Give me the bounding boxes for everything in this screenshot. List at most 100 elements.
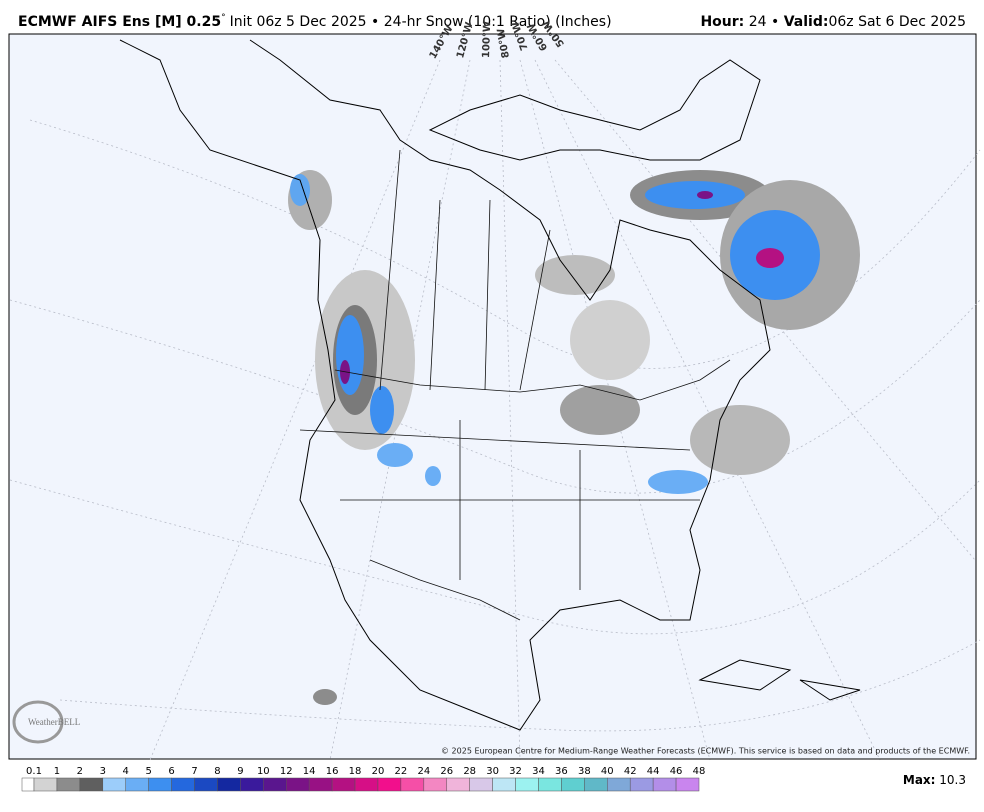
colorbar-label: 6 — [168, 766, 174, 777]
colorbar-label: 32 — [509, 766, 522, 777]
hour-label: Hour: — [700, 14, 744, 30]
color-swatch — [21, 777, 35, 792]
color-swatch — [263, 777, 287, 792]
snow-area — [570, 300, 650, 380]
color-swatch — [561, 777, 585, 792]
lon-line — [519, 59, 711, 761]
snow-area — [370, 386, 394, 434]
color-swatch — [492, 777, 516, 792]
color-swatch — [354, 777, 379, 792]
colorbar-label: 7 — [191, 766, 197, 777]
logo-swirl — [12, 700, 64, 744]
color-swatch — [629, 777, 654, 792]
hour: 24 — [749, 14, 767, 30]
color-swatch — [240, 777, 264, 792]
snow-area — [697, 191, 713, 199]
lon-line — [499, 59, 521, 761]
map-frame — [8, 33, 977, 760]
max-label: Max: — [903, 773, 936, 787]
colorbar-label: 34 — [532, 766, 545, 777]
product: 24-hr Snow (10:1 Ratio) (Inches) — [384, 14, 612, 30]
colorbar-label: 3 — [100, 766, 106, 777]
borders — [299, 149, 731, 621]
lon-line — [149, 59, 441, 761]
color-swatch — [79, 777, 104, 792]
snow-area — [313, 689, 337, 705]
colorbar-label: 16 — [326, 766, 339, 777]
color-swatch — [33, 777, 58, 792]
lat-line — [9, 299, 981, 494]
max-value: 10.3 — [939, 773, 966, 787]
color-swatch — [102, 777, 126, 792]
colorbar-label: 46 — [670, 766, 683, 777]
colorbar-label: 5 — [145, 766, 151, 777]
map: 140°W 120°W 100°W 80°W 70°W 60°W 50°W We… — [8, 18, 981, 761]
colorbar-label: 18 — [349, 766, 362, 777]
border — [299, 149, 700, 590]
color-swatch — [607, 777, 631, 792]
colorbar-label: 26 — [440, 766, 453, 777]
longitude-label: 100°W — [481, 21, 493, 58]
colorbar-label: 2 — [77, 766, 83, 777]
lon-line — [534, 59, 881, 761]
color-swatch — [331, 777, 356, 792]
snow-area — [336, 315, 364, 395]
colorbar-label: 30 — [486, 766, 499, 777]
snow-area — [756, 248, 784, 268]
colorbar-label: 44 — [647, 766, 660, 777]
color-swatch — [285, 777, 310, 792]
coastlines — [119, 39, 861, 731]
lat-line — [29, 119, 981, 369]
color-swatch — [194, 777, 218, 792]
snow-area — [560, 385, 640, 435]
colorbar-label: 10 — [257, 766, 270, 777]
snow-area — [645, 181, 745, 209]
color-swatch — [400, 777, 425, 792]
colorbar-label: 4 — [123, 766, 129, 777]
color-swatch — [377, 777, 402, 792]
color-swatch — [171, 777, 195, 792]
init-time: Init 06z 5 Dec 2025 — [230, 14, 367, 30]
colorbar-label: 12 — [280, 766, 293, 777]
color-swatch — [217, 777, 241, 792]
colorbar-label: 36 — [555, 766, 568, 777]
degree: ° — [221, 13, 226, 23]
color-swatch — [308, 777, 333, 792]
color-swatch — [423, 777, 448, 792]
snow-area — [290, 174, 310, 206]
snow-area — [535, 255, 615, 295]
border — [369, 559, 521, 621]
colorbar-label: 1 — [54, 766, 60, 777]
color-swatch — [148, 777, 172, 792]
valid-info: Hour: 24 • Valid:06z Sat 6 Dec 2025 — [700, 14, 966, 30]
valid-label: Valid: — [784, 14, 829, 30]
snow-area — [377, 443, 413, 467]
longitude-label: 80°W — [496, 27, 512, 58]
coastline — [698, 659, 861, 701]
colorbar: 0.1 1 2 3 4 5 6 7 8 9 10 12 14 16 18 20 22 24 26 28 30 32 34 36… — [21, 766, 706, 792]
color-swatch — [538, 777, 562, 792]
colorbar-label: 48 — [693, 766, 706, 777]
model-name: ECMWF AIFS Ens [M] 0.25 — [18, 14, 221, 30]
colorbar-label: 8 — [214, 766, 220, 777]
border — [334, 359, 731, 401]
max-info: Max: 10.3 — [903, 773, 966, 787]
valid-time: 06z Sat 6 Dec 2025 — [828, 14, 966, 30]
separator: • — [771, 14, 779, 30]
snow-area — [648, 470, 708, 494]
color-swatch — [125, 777, 149, 792]
color-swatch — [584, 777, 608, 792]
copyright: © 2025 European Centre for Medium-Range … — [441, 747, 970, 756]
color-swatch — [469, 777, 493, 792]
coastline — [428, 59, 761, 161]
color-swatch — [446, 777, 470, 792]
snow-areas — [288, 170, 860, 705]
colorbar-label: 24 — [417, 766, 430, 777]
color-swatch — [675, 777, 700, 792]
colorbar-label: 9 — [237, 766, 243, 777]
colorbar-label: 22 — [395, 766, 408, 777]
separator: • — [371, 14, 379, 30]
color-swatch — [56, 777, 81, 792]
colorbar-label: 40 — [601, 766, 614, 777]
